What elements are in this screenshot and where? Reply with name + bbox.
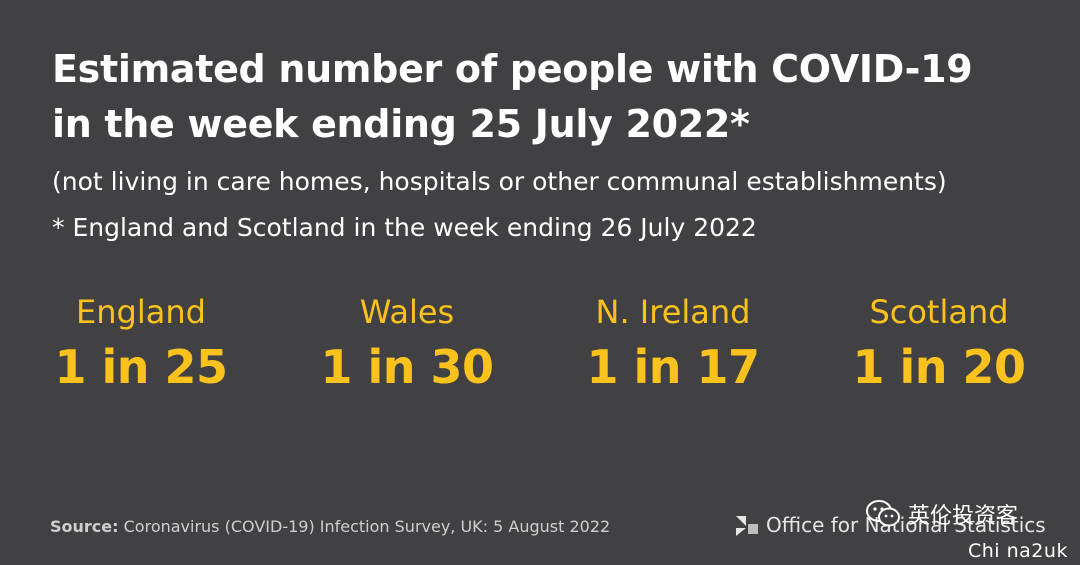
stat-england: England 1 in 25 <box>6 290 276 398</box>
ons-logo-icon <box>736 516 758 536</box>
source-label: Source: <box>50 517 119 536</box>
watermark: 英伦投资客 <box>866 498 1018 530</box>
stat-scotland: Scotland 1 in 20 <box>804 290 1074 398</box>
title-line-2: in the week ending 25 July 2022* <box>52 102 750 146</box>
source-note: Source: Coronavirus (COVID-19) Infection… <box>50 517 610 536</box>
region-label: Scotland <box>869 293 1009 331</box>
region-value: 1 in 20 <box>852 340 1026 394</box>
watermark-name: 英伦投资客 <box>908 504 1019 529</box>
region-value: 1 in 25 <box>54 340 228 394</box>
ons-logo-text: Office for National Statistics <box>766 513 1046 537</box>
title-line-1: Estimated number of people with COVID-19 <box>52 47 973 91</box>
region-label: N. Ireland <box>595 293 751 331</box>
wechat-icon <box>866 500 900 527</box>
stat-n-ireland: N. Ireland 1 in 17 <box>538 290 808 398</box>
source-text: Coronavirus (COVID-19) Infection Survey,… <box>123 517 611 536</box>
stat-wales: Wales 1 in 30 <box>272 290 542 398</box>
region-value: 1 in 30 <box>320 340 494 394</box>
subtitle: (not living in care homes, hospitals or … <box>52 167 947 196</box>
ons-logo: Office for National Statistics <box>734 512 1046 538</box>
page-title: Estimated number of people with COVID-19… <box>52 42 973 152</box>
watermark-handle: Chi na2uk <box>968 540 1068 562</box>
region-label: Wales <box>359 293 455 331</box>
region-label: England <box>76 293 206 331</box>
footnote: * England and Scotland in the week endin… <box>52 213 757 242</box>
region-value: 1 in 17 <box>586 340 760 394</box>
